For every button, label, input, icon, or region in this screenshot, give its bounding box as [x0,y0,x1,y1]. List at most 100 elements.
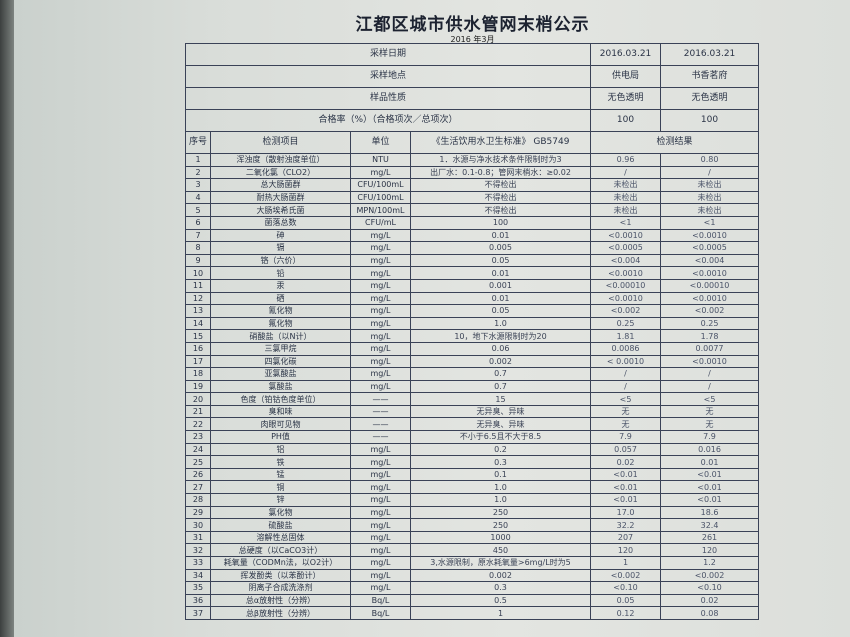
cell-unit: mg/L [350,455,411,469]
cell-standard: 0.3 [409,455,592,469]
cell-unit: mg/L [350,543,411,557]
col-standard: 《生活饮用水卫生标准》 GB5749 [409,131,592,154]
cell-result-2: 0.80 [660,153,760,167]
cell-item: 挥发酚类（以苯酚计） [210,568,351,583]
cell-result-1: 7.9 [590,430,662,444]
cell-result-2: <0.0010 [660,228,760,243]
cell-item: 锰 [210,467,351,482]
cell-result-2: <1 [660,215,760,230]
cell-unit: Bq/L [350,606,411,620]
cell-standard: 0.06 [409,341,592,356]
cell-result-1: 1.81 [590,329,662,343]
cell-result-2: 0.25 [660,316,760,331]
cell-result-1: <0.0010 [590,266,662,280]
cell-item: 总α放射性（分辨） [210,593,351,608]
water-quality-table: 采样日期 2016.03.21 2016.03.21 采样地点 供电局 书香茗府样… [184,43,760,620]
cell-result-1: <0.01 [590,467,662,482]
cell-result-1: 120 [590,543,662,557]
cell-result-2: 32.4 [660,518,760,532]
cell-item: PH值 [210,430,351,444]
cell-unit: mg/L [350,241,411,255]
cell-item: 总硬度（以CaCO3计） [210,543,351,557]
cell-standard: 1.0 [409,493,592,507]
header-value-1: 无色透明 [590,87,662,110]
table-row: 20 色度（铂钴色度单位） —— 15 <5 <5 [185,392,760,406]
cell-result-2: <0.0010 [660,266,760,280]
cell-standard: 100 [409,215,592,230]
cell-result-1: <0.0010 [590,291,662,306]
cell-unit: CFU/mL [350,215,411,230]
table-row: 6 菌落总数 CFU/mL 100 <1 <1 [185,215,760,230]
cell-result-1: 未检出 [590,190,662,205]
table-row: 34 挥发酚类（以苯酚计） mg/L 0.002 <0.002 <0.002 [185,568,760,583]
cell-standard: 无异臭、异味 [409,404,592,419]
cell-result-2: 0.016 [660,442,760,457]
cell-result-1: < 0.0010 [590,354,662,369]
cell-result-2: <0.01 [660,493,760,507]
table-row: 29 氯化物 mg/L 250 17.0 18.6 [185,505,760,520]
cell-result-2: <0.0010 [660,291,760,306]
cell-seq: 20 [185,392,211,406]
cell-standard: 250 [409,518,592,532]
cell-result-1: 1 [590,556,662,570]
table-row: 21 臭和味 —— 无异臭、异味无无 [185,404,760,419]
cell-result-2: <0.002 [660,304,760,318]
cell-unit: mg/L [350,467,411,482]
cell-seq: 25 [185,455,211,469]
table-row: 10 铅 mg/L 0.01 <0.0010 <0.0010 [185,266,760,280]
cell-result-1: 无 [590,417,662,432]
cell-unit: mg/L [350,493,411,507]
cell-standard: 0.005 [409,241,592,255]
header-value-2: 2016.03.21 [660,43,760,66]
cell-unit: Bq/L [350,593,411,608]
cell-standard: 3,水源限制，原水耗氧量>6mg/L时为5 [409,556,592,570]
table-row: 14 氟化物 mg/L 1.0 0.25 0.25 [185,316,760,331]
cell-item: 锌 [210,493,351,507]
col-seq: 序号 [185,131,211,154]
cell-result-2: <0.01 [660,467,760,482]
cell-seq: 26 [185,467,211,482]
table-row: 22 肉眼可见物 —— 无异臭、异味无无 [185,417,760,432]
cell-seq: 28 [185,493,211,507]
cell-result-2: 未检出 [660,178,760,192]
cell-unit: mg/L [350,530,411,545]
cell-standard: 0.05 [409,253,592,268]
cell-item: 亚氯酸盐 [210,367,351,381]
table-row: 32 总硬度（以CaCO3计） mg/L 450 120 120 [185,543,760,557]
cell-unit: CFU/100mL [350,190,411,205]
cell-result-2: 1.78 [660,329,760,343]
cell-unit: mg/L [350,304,411,318]
cell-seq: 7 [185,228,211,243]
cell-item: 氯酸盐 [210,379,351,394]
cell-unit: mg/L [350,228,411,243]
table-row: 36 总α放射性（分辨） Bq/L 0.5 0.05 0.02 [185,593,760,608]
cell-item: 色度（铂钴色度单位） [210,392,351,406]
cell-item: 臭和味 [210,404,351,419]
cell-item: 耗氧量（CODMn法，以O2计） [210,556,351,570]
cell-result-1: <0.10 [590,581,662,595]
header-label: 采样地点 [184,65,592,88]
table-row: 26 锰 mg/L 0.1 <0.01 <0.01 [185,467,760,482]
cell-unit: mg/L [350,165,411,180]
cell-item: 砷 [210,228,351,243]
cell-seq: 34 [185,568,211,583]
cell-standard: 0.001 [409,278,592,293]
cell-seq: 1 [185,153,211,167]
cell-result-1: 0.96 [590,153,662,167]
cell-result-1: 0.05 [590,593,662,608]
cell-result-1: / [590,379,662,394]
table-row: 5 大肠埃希氏菌 MPN/100mL 不得检出 未检出 未检出 [185,203,760,217]
cell-seq: 3 [185,178,211,192]
header-value-2: 无色透明 [660,87,760,110]
cell-item: 菌落总数 [210,215,351,230]
cell-seq: 33 [185,556,211,570]
column-header-row: 序号 检测项目 单位 《生活饮用水卫生标准》 GB5749 检测结果 [185,131,760,154]
table-row: 37 总β放射性（分辨） Bq/L 1 0.12 0.08 [185,606,760,620]
cell-item: 大肠埃希氏菌 [210,203,351,217]
cell-result-2: <0.10 [660,581,760,595]
cell-item: 四氯化碳 [210,354,351,369]
cell-unit: mg/L [350,442,411,457]
cell-standard: 不得检出 [409,178,592,192]
cell-result-1: <0.0010 [590,228,662,243]
cell-result-2: 0.02 [660,593,760,608]
